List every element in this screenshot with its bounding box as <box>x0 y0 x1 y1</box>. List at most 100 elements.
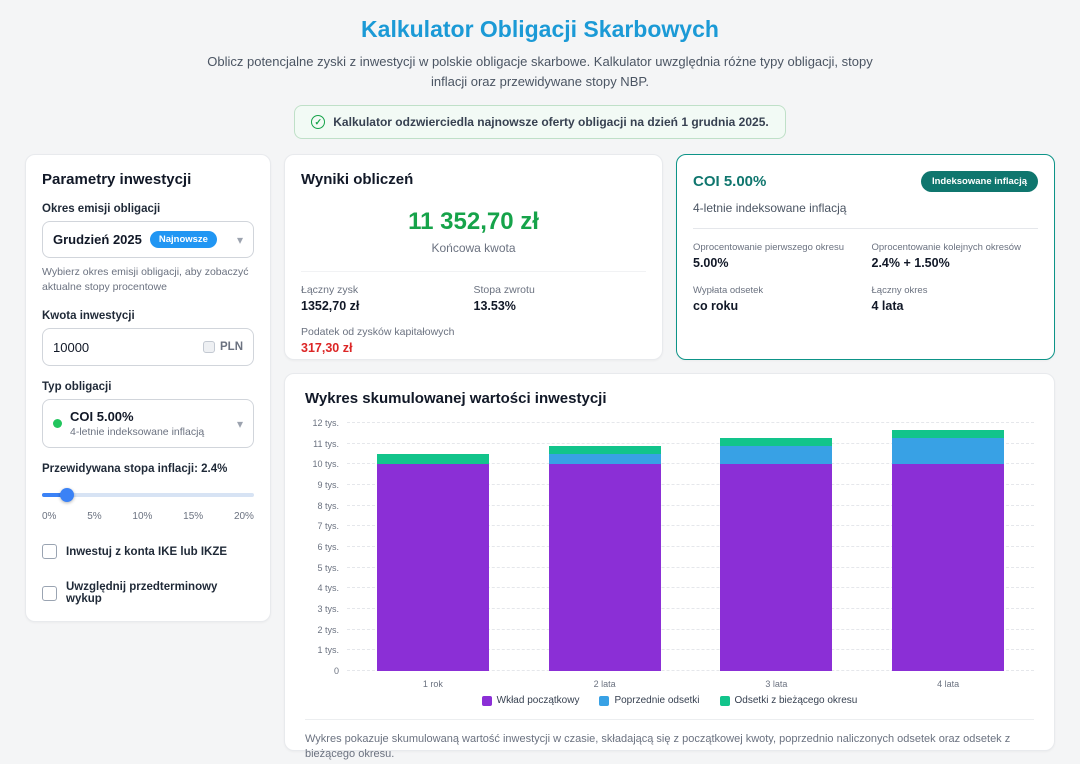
payout-value: co roku <box>693 299 739 313</box>
inflation-label: Przewidywana stopa inflacji: 2.4% <box>42 463 228 476</box>
update-notice: ✓ Kalkulator odzwierciedla najnowsze ofe… <box>294 105 786 139</box>
gridline <box>347 628 1034 630</box>
update-notice-text: Kalkulator odzwierciedla najnowsze ofert… <box>333 115 769 129</box>
bar-segment <box>548 464 661 671</box>
stacked-bar[interactable] <box>376 423 489 671</box>
period-select[interactable]: Grudzień 2025 Najnowsze ▾ <box>42 221 254 258</box>
bar-segment <box>376 464 489 671</box>
parameters-panel: Parametry inwestycji Okres emisji obliga… <box>25 154 271 623</box>
legend-swatch-icon <box>719 695 730 706</box>
gridline <box>347 422 1034 423</box>
parameters-title: Parametry inwestycji <box>42 171 192 188</box>
results-title: Wyniki obliczeń <box>301 171 414 188</box>
chart-legend: Wkład początkowy Poprzednie odsetki Odsetk… <box>305 695 1034 706</box>
gridline <box>347 649 1034 651</box>
next-rate-cell: Oprocentowanie kolejnych okresów 2.4% + … <box>872 242 1039 270</box>
tax-label: Podatek od zysków kapitałowych <box>301 326 455 338</box>
slider-tick: 20% <box>233 511 254 523</box>
newest-badge: Najnowsze <box>149 231 217 248</box>
bond-details-panel: COI 5.00% Indeksowane inflacją 4-letnie … <box>676 154 1055 360</box>
bond-type-label: Typ obligacji <box>42 381 112 394</box>
slider-tick: 15% <box>183 511 204 523</box>
gridline <box>347 608 1034 609</box>
gridline <box>347 442 1034 444</box>
y-tick-label: 11 tys. <box>313 438 339 449</box>
y-tick-label: 1 tys. <box>317 645 339 656</box>
slider-fill <box>42 493 68 498</box>
bond-type-desc: 4-letnie indeksowane inflacją <box>70 426 205 439</box>
payout-cell: Wypłata odsetek co roku <box>693 285 860 313</box>
bar-segment <box>892 429 1005 438</box>
stacked-bar[interactable] <box>892 423 1005 671</box>
legend-label: Poprzednie odsetki <box>614 695 700 706</box>
bar-segment <box>720 464 833 671</box>
chart-footnote: Wykres pokazuje skumulowaną wartość inwe… <box>305 719 1034 763</box>
bar-group: 4 lata <box>862 423 1034 689</box>
early-redemption-checkbox-label: Uwzględnij przedterminowy wykup <box>66 581 218 606</box>
period-label: Okres emisji obligacji <box>42 203 161 215</box>
amount-input[interactable] <box>53 339 195 355</box>
gridline <box>347 546 1034 547</box>
slider-thumb[interactable] <box>60 488 75 503</box>
bond-details-title: COI 5.00% <box>693 173 767 190</box>
legend-item[interactable]: Poprzednie odsetki <box>599 695 700 706</box>
next-rate-value: 2.4% + 1.50% <box>871 256 950 270</box>
return-value: 13.53% <box>473 299 516 313</box>
y-tick-label: 10 tys. <box>312 459 339 470</box>
y-tick-label: 9 tys. <box>317 480 339 490</box>
return-stat: Stopa zwrotu 13.53% <box>474 284 647 313</box>
stacked-bar[interactable] <box>720 423 833 671</box>
y-tick-label: 8 tys. <box>317 500 339 511</box>
y-tick-label: 4 tys. <box>317 583 339 594</box>
top-row: Wyniki obliczeń 11 352,70 zł Końcowa kwo… <box>284 154 1055 360</box>
inflation-indexed-badge: Indeksowane inflacją <box>920 171 1038 192</box>
profit-stat: Łączny zysk 1352,70 zł <box>301 284 474 313</box>
chevron-down-icon: ▾ <box>236 416 243 431</box>
slider-tick: 10% <box>132 511 153 523</box>
y-tick-label: 7 tys. <box>317 521 339 532</box>
x-axis-label: 2 lata <box>593 679 616 689</box>
legend-swatch-icon <box>481 695 492 706</box>
gridline <box>347 525 1034 527</box>
bond-type-select[interactable]: COI 5.00% 4-letnie indeksowane inflacją … <box>42 399 254 449</box>
y-tick-label: 12 tys. <box>312 418 339 428</box>
gridline <box>347 463 1034 465</box>
slider-tick-labels: 0% 5% 10% 15% 20% <box>42 511 254 522</box>
stacked-bar[interactable] <box>548 423 661 671</box>
bar-segment <box>548 454 661 465</box>
slider-track[interactable] <box>42 493 254 498</box>
x-axis-label: 4 lata <box>937 679 960 689</box>
y-tick-label: 2 tys. <box>317 624 339 635</box>
slider-tick: 0% <box>42 511 57 523</box>
early-redemption-checkbox-row[interactable]: Uwzględnij przedterminowy wykup <box>42 581 254 605</box>
ike-checkbox-row[interactable]: Inwestuj z konta IKE lub IKZE <box>42 544 254 560</box>
y-tick-label: 6 tys. <box>317 542 339 552</box>
first-rate-value: 5.00% <box>693 256 729 270</box>
bars: 1 rok 2 lata 3 lata 4 lata <box>347 423 1034 689</box>
profit-label: Łączny zysk <box>301 284 359 296</box>
plot-area: 1 rok 2 lata 3 lata 4 lata <box>347 422 1034 689</box>
currency-suffix: PLN <box>203 341 243 354</box>
bond-details-grid: Oprocentowanie pierwszego okresu 5.00% O… <box>693 242 1038 313</box>
total-period-value: 4 lata <box>871 299 904 313</box>
bar-group: 3 lata <box>691 423 863 689</box>
first-rate-label: Oprocentowanie pierwszego okresu <box>693 242 845 253</box>
amount-input-box: PLN <box>42 328 254 367</box>
final-amount-label: Końcowa kwota <box>431 241 516 255</box>
legend-item[interactable]: Wkład początkowy <box>481 695 580 706</box>
y-tick-label: 5 tys. <box>317 562 339 573</box>
check-circle-icon: ✓ <box>311 115 326 129</box>
legend-item[interactable]: Odsetki z bieżącego okresu <box>719 695 857 706</box>
chart-title: Wykres skumulowanej wartości inwestycji <box>305 390 607 407</box>
bar-segment <box>376 454 489 465</box>
page-header: Kalkulator Obligacji Skarbowych Oblicz p… <box>0 0 1080 139</box>
next-rate-label: Oprocentowanie kolejnych okresów <box>871 242 1021 253</box>
first-rate-cell: Oprocentowanie pierwszego okresu 5.00% <box>693 242 860 270</box>
x-axis-label: 1 rok <box>422 679 443 689</box>
legend-label: Wkład początkowy <box>496 695 580 706</box>
bond-details-subtitle: 4-letnie indeksowane inflacją <box>693 201 1038 229</box>
bar-segment <box>720 445 833 465</box>
ike-checkbox[interactable] <box>42 544 57 560</box>
early-redemption-checkbox[interactable] <box>42 585 57 601</box>
inflation-slider[interactable] <box>42 487 254 503</box>
